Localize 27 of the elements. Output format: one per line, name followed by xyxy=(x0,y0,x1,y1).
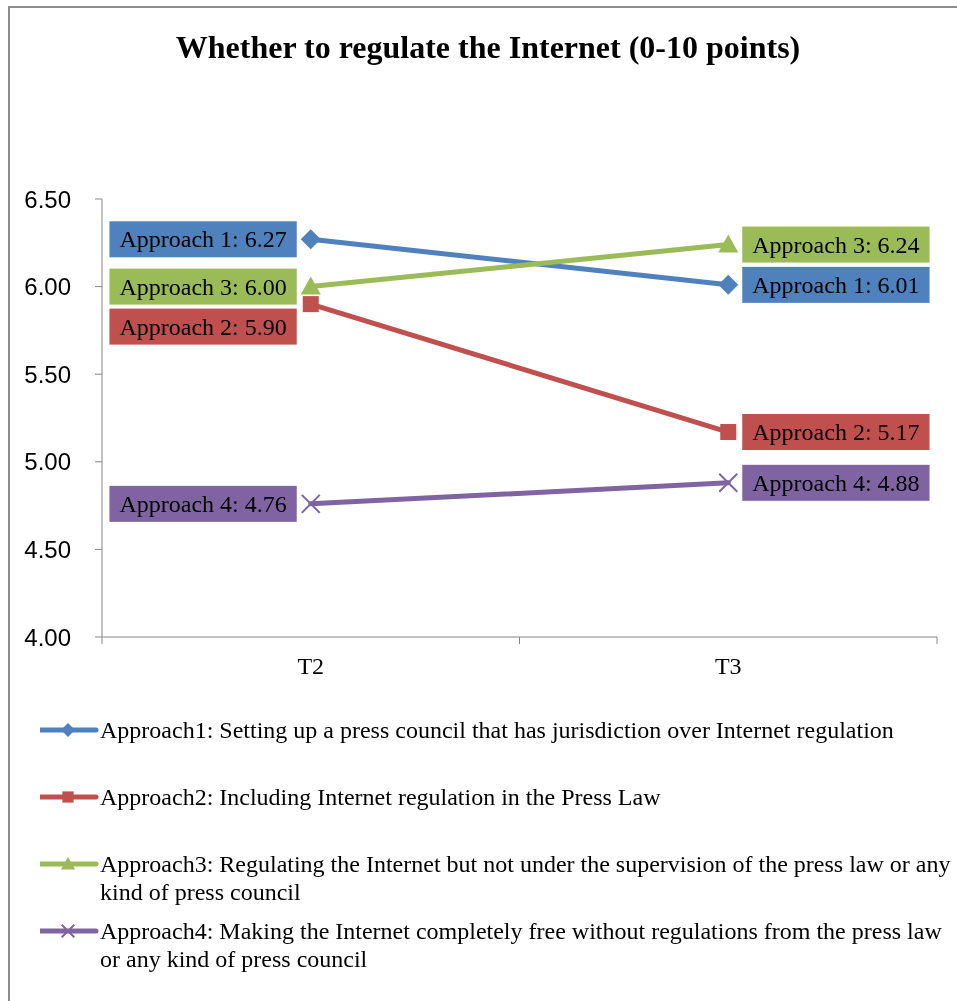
data-label: Approach 2: 5.17 xyxy=(752,419,920,446)
legend-label: Approach4: Making the Internet completely free without regulations from the press law or any kind of press council xyxy=(100,917,943,973)
legend-label: Approach3: Regulating the Internet but not under the supervision of the press law or any kind of press council xyxy=(100,850,952,906)
y-tick-label: 5.00 xyxy=(24,448,71,476)
data-label: Approach 1: 6.27 xyxy=(119,226,287,253)
y-tick-label: 6.50 xyxy=(24,185,71,213)
data-label: Approach 1: 6.01 xyxy=(752,271,920,298)
y-tick-label: 6.00 xyxy=(24,273,71,301)
data-label: Approach 3: 6.00 xyxy=(119,273,287,300)
data-label: Approach 2: 5.90 xyxy=(119,313,287,340)
legend-label: Approach2: Including Internet regulation in the Press Law xyxy=(100,783,662,811)
point xyxy=(300,229,321,250)
data-label: Approach 3: 6.24 xyxy=(752,231,920,258)
point xyxy=(718,274,739,295)
point xyxy=(718,472,739,493)
data-label: Approach 4: 4.76 xyxy=(119,490,287,517)
data-label: Approach 4: 4.88 xyxy=(752,469,920,496)
chart-title: Whether to regulate the Internet (0-10 points) xyxy=(174,28,802,66)
y-tick-label: 4.00 xyxy=(24,623,71,651)
legend-label: Approach1: Setting up a press council that has jurisdiction over Internet regulation xyxy=(100,716,895,744)
x-tick-label: T3 xyxy=(714,653,742,679)
point xyxy=(300,493,321,514)
point xyxy=(720,424,737,441)
point xyxy=(302,296,319,313)
y-tick-label: 4.50 xyxy=(24,535,71,563)
x-tick-label: T2 xyxy=(297,653,325,679)
y-tick-label: 5.50 xyxy=(24,360,71,388)
